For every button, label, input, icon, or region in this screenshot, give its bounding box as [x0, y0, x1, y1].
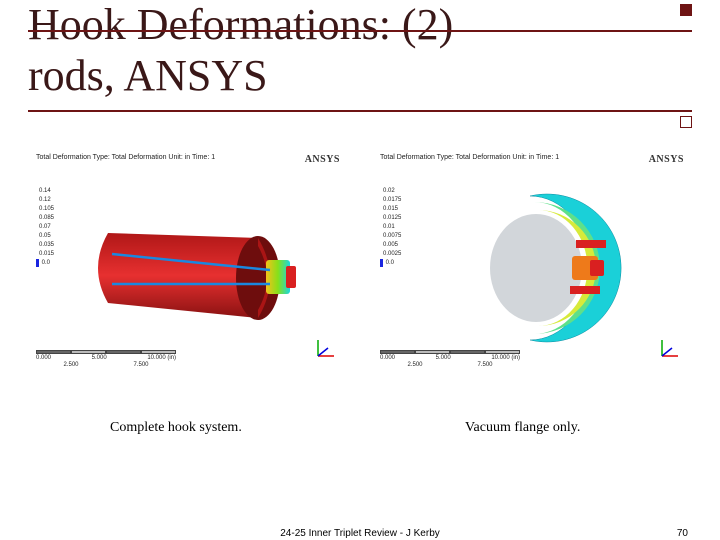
scalebar-sublabel: 7.500 — [133, 362, 148, 368]
figure-right-legend: 0.020.01750.0150.01250.010.00750.0050.00… — [380, 186, 394, 267]
legend-value: 0.02 — [383, 188, 395, 194]
ornament-square-top — [680, 4, 692, 16]
ansys-logo: ANSYS — [305, 154, 340, 165]
footer-text: 24-25 Inner Triplet Review - J Kerby — [280, 528, 440, 539]
legend-value: 0.05 — [39, 233, 51, 239]
legend-row: 0.005 — [380, 240, 394, 249]
legend-row: 0.0075 — [380, 231, 394, 240]
legend-value: 0.12 — [39, 197, 51, 203]
legend-row: 0.105 — [36, 204, 50, 213]
title-overline — [28, 30, 692, 32]
ansys-logo: ANSYS — [649, 154, 684, 165]
figure-left-render — [88, 188, 338, 348]
legend-value: 0.0 — [42, 260, 50, 266]
legend-row: 0.0125 — [380, 213, 394, 222]
scalebar-label: 5.000 — [436, 355, 451, 361]
legend-row: 0.035 — [36, 240, 50, 249]
legend-row: 0.01 — [380, 222, 394, 231]
legend-row: 0.0025 — [380, 249, 394, 258]
figure-row: ANSYS Total Deformation Type: Total Defo… — [28, 148, 692, 378]
legend-value: 0.105 — [39, 206, 54, 212]
scalebar-label: 10.000 (in) — [491, 355, 520, 361]
legend-value: 0.07 — [39, 224, 51, 230]
legend-value: 0.0025 — [383, 251, 401, 257]
figure-right: ANSYS Total Deformation Type: Total Defo… — [372, 148, 692, 378]
caption-left: Complete hook system. — [110, 420, 242, 436]
legend-value: 0.0125 — [383, 215, 401, 221]
legend-swatch — [36, 259, 39, 267]
scalebar-label: 0.000 — [36, 355, 51, 361]
slide-title-block: Hook Deformations: (2) rods, ANSYS — [28, 0, 692, 101]
legend-row: 0.07 — [36, 222, 50, 231]
title-underline — [28, 110, 692, 112]
legend-value: 0.0075 — [383, 233, 401, 239]
legend-value: 0.035 — [39, 242, 54, 248]
title-line2: rods, ANSYS — [28, 51, 268, 100]
figure-right-render — [432, 188, 682, 348]
scalebar-sublabel: 7.500 — [477, 362, 492, 368]
scalebar-label: 0.000 — [380, 355, 395, 361]
legend-value: 0.015 — [39, 251, 54, 257]
legend-row: 0.14 — [36, 186, 50, 195]
legend-value: 0.0 — [386, 260, 394, 266]
legend-value: 0.005 — [383, 242, 398, 248]
legend-value: 0.0175 — [383, 197, 401, 203]
scalebar-label: 10.000 (in) — [147, 355, 176, 361]
scalebar-sublabel: 2.500 — [63, 362, 78, 368]
legend-row: 0.015 — [36, 249, 50, 258]
title-line1: Hook Deformations: (2) — [28, 0, 453, 49]
scalebar-sublabel: 2.500 — [407, 362, 422, 368]
legend-value: 0.015 — [383, 206, 398, 212]
figure-left-legend: 0.14 0.120.1050.085 0.07 0.050.0350.015 0.0 — [36, 186, 50, 267]
legend-row: 0.05 — [36, 231, 50, 240]
figure-left-header: Total Deformation Type: Total Deformatio… — [36, 154, 215, 163]
footer-page: 70 — [677, 528, 688, 539]
figure-left-scalebar: 0.000 5.000 10.000 (in) 2.500 7.500 — [36, 350, 176, 360]
ornament-square-bottom — [680, 116, 692, 128]
figure-right-scalebar: 0.000 5.000 10.000 (in) 2.500 7.500 — [380, 350, 520, 360]
axis-triad-icon — [314, 336, 338, 360]
legend-row: 0.0 — [36, 258, 50, 267]
legend-row: 0.015 — [380, 204, 394, 213]
legend-row: 0.0175 — [380, 195, 394, 204]
scalebar-label: 5.000 — [92, 355, 107, 361]
legend-row: 0.12 — [36, 195, 50, 204]
legend-value: 0.01 — [383, 224, 395, 230]
figure-right-header: Total Deformation Type: Total Deformatio… — [380, 154, 559, 163]
legend-row: 0.085 — [36, 213, 50, 222]
caption-right: Vacuum flange only. — [465, 420, 580, 436]
legend-value: 0.085 — [39, 215, 54, 221]
axis-triad-icon — [658, 336, 682, 360]
legend-value: 0.14 — [39, 188, 51, 194]
figure-left: ANSYS Total Deformation Type: Total Defo… — [28, 148, 348, 378]
legend-swatch — [380, 259, 383, 267]
legend-row: 0.0 — [380, 258, 394, 267]
legend-row: 0.02 — [380, 186, 394, 195]
